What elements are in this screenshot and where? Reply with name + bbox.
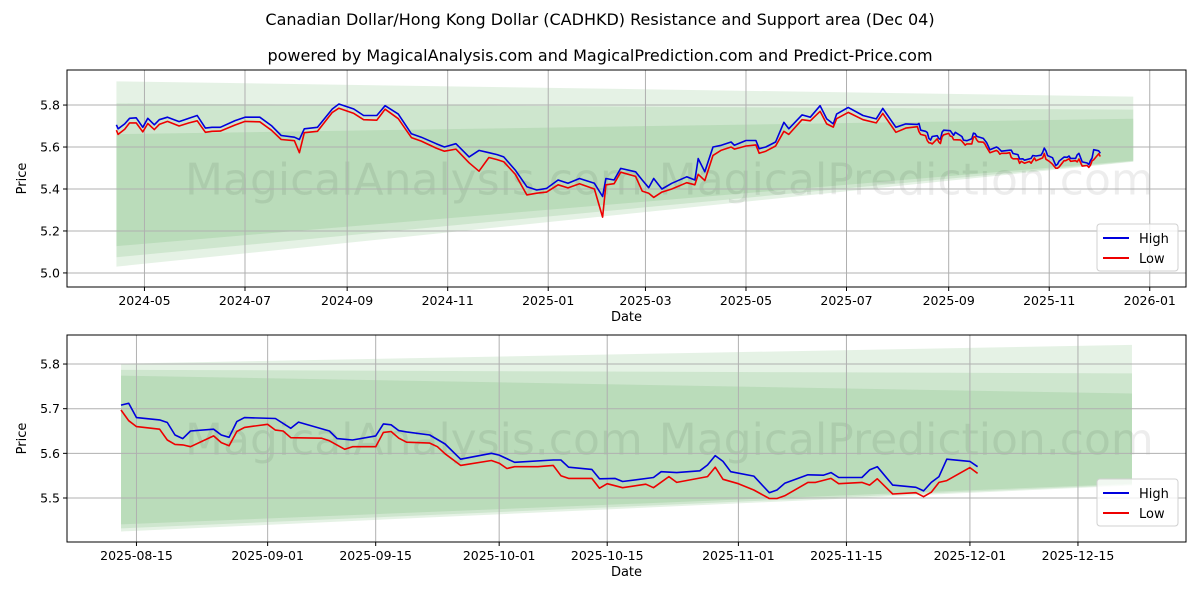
y-tick-label: 5.5 [40,491,60,506]
y-tick-label: 5.6 [40,446,60,461]
watermark-prediction: MagicalPrediction.com [659,155,1154,206]
y-tick-label: 5.2 [40,223,60,238]
legend-label-low: Low [1139,252,1165,267]
x-tick-label: 2025-03 [619,293,671,308]
x-tick-label: 2024-09 [321,293,373,308]
x-tick-label: 2025-09-01 [231,548,304,563]
x-tick-label: 2024-07 [219,293,271,308]
x-tick-label: 2025-12-01 [934,548,1007,563]
x-tick-label: 2025-05 [720,293,772,308]
x-tick-label: 2025-11-01 [702,548,775,563]
series-line-low [120,409,979,500]
band-inner [121,375,1132,525]
y-tick-label: 5.0 [40,265,60,280]
plot-area: MagicalAnalysis.com MagicalPrediction.com [67,70,1186,287]
y-axis-label: Price [15,423,30,455]
x-tick-label: 2025-09 [923,293,975,308]
chart-2: MagicalAnalysis.com MagicalPrediction.com… [15,334,1187,580]
band-middle [116,103,1134,258]
x-tick-label: 2025-11 [1023,293,1075,308]
x-tick-label: 2025-08-15 [100,548,173,563]
y-tick-label: 5.6 [40,140,60,155]
x-tick-label: 2024-05 [118,293,170,308]
series-line-high [115,103,1101,198]
x-axis-label: Date [611,565,642,580]
watermark-prediction: MagicalPrediction.com [659,415,1154,466]
band-outer [121,344,1132,532]
x-tick-label: 2025-01 [522,293,574,308]
chart-1: MagicalAnalysis.com MagicalPrediction.com… [15,69,1187,325]
legend-box [1096,223,1179,272]
legend-label-high: High [1139,232,1169,247]
y-tick-label: 5.4 [40,181,60,196]
band-inner [116,118,1134,247]
x-tick-label: 2026-01 [1124,293,1176,308]
x-tick-label: 2025-12-15 [1042,548,1115,563]
watermark-analysis: MagicalAnalysis.com [185,155,643,206]
y-tick-label: 5.8 [40,98,60,113]
band-middle [121,369,1132,529]
series-line-low [115,107,1101,218]
plot-area: MagicalAnalysis.com MagicalPrediction.com [67,335,1186,542]
watermark-analysis: MagicalAnalysis.com [185,415,643,466]
chart-title: Canadian Dollar/Hong Kong Dollar (CADHKD… [265,10,935,29]
x-tick-label: 2025-10-15 [571,548,644,563]
axes-frame [66,334,1187,543]
x-tick-label: 2025-11-15 [810,548,883,563]
legend: High Low [1096,478,1179,527]
x-tick-label: 2025-07 [820,293,872,308]
x-axis-label: Date [611,310,642,325]
legend-box [1096,478,1179,527]
x-tick-label: 2025-10-01 [463,548,536,563]
x-tick-label: 2024-11 [422,293,474,308]
chart-subtitle: powered by MagicalAnalysis.com and Magic… [267,46,933,65]
legend: High Low [1096,223,1179,272]
legend-label-low: Low [1139,507,1165,522]
legend-label-high: High [1139,487,1169,502]
x-tick-label: 2025-09-15 [339,548,412,563]
y-axis-label: Price [15,163,30,195]
axes-frame [66,69,1187,288]
y-tick-label: 5.7 [40,401,60,416]
y-tick-label: 5.8 [40,357,60,372]
series-line-high [120,402,979,494]
